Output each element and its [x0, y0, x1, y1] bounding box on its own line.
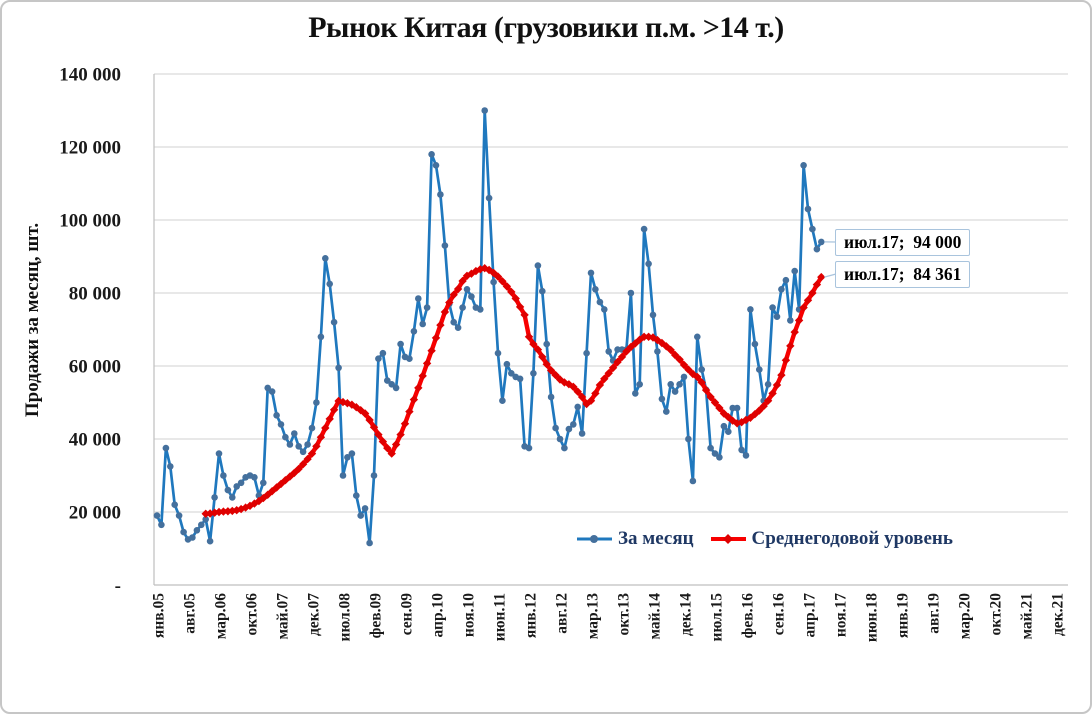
x-tick-label: янв.19 [895, 593, 912, 638]
y-tick-label: 100 000 [59, 211, 121, 232]
x-tick-label: ноя.10 [461, 593, 478, 637]
y-tick-label: 20 000 [69, 503, 121, 524]
x-tick-label: апр.10 [430, 593, 447, 638]
gridlines [153, 73, 1068, 586]
y-tick-label: 120 000 [59, 138, 121, 159]
y-tick-label: 40 000 [69, 430, 121, 451]
x-tick-label: июн.11 [492, 593, 509, 641]
legend-line-circle-icon [577, 535, 612, 543]
x-tick-label: июл.15 [709, 593, 726, 642]
annotation-connectors [824, 241, 837, 278]
series-monthly [153, 107, 825, 547]
legend-item-average[interactable]: Среднегодовой уровень [710, 528, 953, 550]
chart-title: Рынок Китая (грузовики п.м. >14 т.) [308, 11, 784, 44]
legend-item-monthly[interactable]: За месяц [576, 528, 694, 550]
x-tick-label: авг.12 [554, 593, 571, 634]
x-tick-label: мар.13 [585, 593, 602, 639]
x-tick-label: янв.12 [523, 593, 540, 638]
x-tick-label: сен.16 [771, 593, 788, 636]
x-tick-label: авг.19 [926, 593, 943, 634]
legend-label-average: Среднегодовой уровень [751, 528, 953, 549]
legend: За месяц Среднегодовой уровень [576, 528, 953, 550]
x-tick-label: фев.09 [368, 593, 385, 639]
x-tick-label: дек.07 [306, 593, 323, 636]
y-axis-ticks: 140 000 120 000 100 000 80 000 60 000 40 000 2… [59, 65, 121, 597]
x-tick-label: май.21 [1019, 593, 1036, 640]
x-tick-label: мар.06 [213, 593, 230, 639]
legend-label-monthly: За месяц [618, 528, 694, 549]
data-label-average-jul17[interactable]: июл.17; 84 361 [835, 261, 971, 288]
x-tick-label: дек.14 [678, 593, 695, 636]
x-tick-label: окт.13 [616, 593, 633, 636]
x-tick-label: фев.16 [740, 593, 757, 639]
x-tick-label: июн.18 [864, 593, 881, 642]
x-axis-ticks: янв.05 авг.05 мар.06 окт.06 май.07 дек.07 июл.… [151, 593, 1067, 642]
y-tick-label: 80 000 [69, 284, 121, 305]
data-label-monthly-jul17[interactable]: июл.17; 94 000 [835, 229, 971, 256]
y-tick-label: - [115, 576, 121, 597]
legend-line-diamond-icon [710, 534, 746, 544]
y-tick-label: 140 000 [59, 65, 121, 86]
x-tick-label: янв.05 [151, 593, 168, 638]
x-tick-label: окт.06 [244, 593, 261, 636]
x-tick-label: ноя.17 [833, 593, 850, 637]
x-tick-label: июл.08 [337, 593, 354, 642]
x-tick-label: май.14 [647, 593, 664, 640]
x-tick-label: мар.20 [957, 593, 974, 639]
y-tick-label: 60 000 [69, 357, 121, 378]
x-tick-label: сен.09 [399, 593, 416, 636]
x-tick-label: май.07 [275, 593, 292, 640]
x-tick-label: дек.21 [1050, 593, 1067, 636]
x-tick-label: окт.20 [988, 593, 1005, 636]
x-tick-label: апр.17 [802, 593, 819, 638]
series-average [201, 264, 826, 518]
x-tick-label: авг.05 [182, 593, 199, 634]
